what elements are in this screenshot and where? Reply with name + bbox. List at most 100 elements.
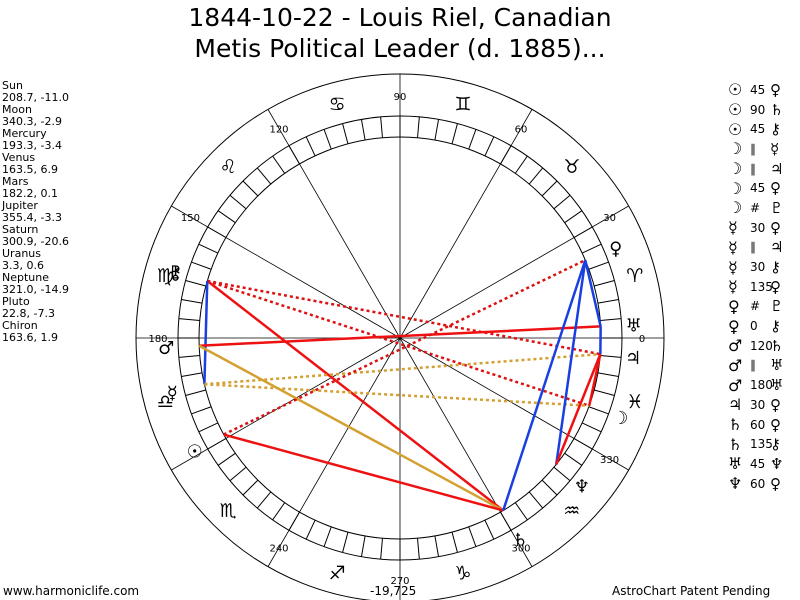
planet-glyph-icon: ♃ — [625, 348, 641, 369]
planet-position: 300.9, -20.6 — [2, 235, 69, 248]
aspect-line — [199, 325, 601, 347]
aspect-planet-2-glyph: ♀ — [770, 474, 781, 493]
aspect-line — [223, 258, 586, 436]
aspect-type: 135 — [750, 279, 773, 294]
degree-tick — [553, 194, 571, 210]
zodiac-sign-icon: ♉ — [563, 156, 580, 178]
degree-tick — [360, 535, 366, 557]
aspect-type: ∥ — [750, 141, 756, 156]
aspect-line — [198, 344, 504, 512]
planet-glyph-icon: ☿ — [167, 383, 178, 404]
degree-tick — [181, 372, 203, 378]
degree-tick — [484, 519, 495, 540]
aspect-planet-1-glyph: ☿ — [728, 257, 738, 277]
aspect-planet-1-glyph: ☿ — [728, 277, 738, 297]
aspect-planet-2-glyph: ♇ — [770, 198, 784, 217]
degree-tick — [588, 261, 609, 270]
degree-tick — [323, 129, 332, 150]
degree-label: 180 — [148, 334, 167, 345]
aspect-row: ☉ 45 ♀ — [728, 80, 783, 100]
degree-tick — [528, 491, 544, 509]
aspect-planet-2-glyph: ♆ — [770, 454, 784, 473]
degree-tick — [198, 422, 219, 433]
degree-tick — [434, 535, 440, 557]
degree-tick — [564, 452, 583, 466]
degree-label: 150 — [181, 213, 200, 224]
aspect-row: ☿ 30 ♀ — [728, 218, 783, 238]
wheel-spokes — [136, 74, 664, 600]
aspect-planet-2-glyph: ♀ — [770, 218, 781, 237]
aspect-planet-2-glyph: ♀ — [770, 80, 781, 99]
aspect-lines — [198, 258, 602, 512]
aspect-line — [554, 259, 587, 465]
aspect-planet-1-glyph: ☉ — [728, 80, 743, 100]
aspect-line — [203, 280, 209, 385]
aspect-list: ☉ 45 ♀ ☉ 90 ♄ ☉ 45 ⚷ ☽ ∥ ☿ ☽ ∥ ♃ ☽ 45 ♀ ☽ # ♇ ☿ 30 ♀ ☿ ∥ ♃ ☿ 30 ⚷ ☿ 135… — [728, 80, 783, 493]
planet-glyphs: ☉ ☽ ☿ ♀ ♂ ♃ ♄ ♅ ♆ ♇⚷ — [158, 238, 642, 550]
degree-tick — [178, 355, 200, 358]
aspect-planet-2-glyph: ♀ — [770, 415, 781, 434]
degree-tick — [380, 116, 383, 138]
aspect-planet-2-glyph: ♃ — [770, 238, 784, 257]
planet-position: 163.5, 6.9 — [2, 163, 58, 176]
aspect-row: ☽ ∥ ♃ — [728, 159, 783, 179]
planet-name: Jupiter — [2, 199, 38, 212]
aspect-type: 180 — [750, 378, 773, 393]
title-line-2: Metis Political Leader (d. 1885)... — [194, 34, 606, 63]
degree-tick — [178, 318, 200, 321]
zodiac-sign-icon: ♎ — [157, 391, 174, 413]
aspect-row: ☽ 45 ♀ — [728, 178, 783, 198]
degree-tick — [272, 502, 286, 521]
aspect-planet-1-glyph: ♀ — [728, 296, 740, 316]
degree-tick — [305, 519, 316, 540]
aspect-row: ☽ ∥ ☿ — [728, 139, 783, 159]
degree-tick — [553, 466, 571, 482]
aspect-planet-2-glyph: ⚷ — [770, 317, 781, 336]
aspect-row: ♀ # ♇ — [728, 297, 783, 317]
aspect-row: ♄ 60 ♀ — [728, 415, 783, 435]
aspect-row: ♂ 180 ♅ — [728, 375, 783, 395]
degree-tick — [342, 532, 349, 553]
degree-tick — [305, 136, 316, 157]
planet-position-list: Sun 208.7, -11.0 Moon 340.3, -2.9 Mercury 193… — [2, 80, 69, 344]
degree-labels: 0 30 60 90 120 150 180 240 270 300 330 — [148, 92, 645, 587]
degree-tick — [594, 280, 615, 287]
aspect-planet-2-glyph: ♀ — [770, 179, 781, 198]
aspect-planet-1-glyph: ♀ — [728, 316, 740, 336]
degree-tick — [242, 180, 259, 197]
planet-position: 321.0, -14.9 — [2, 283, 69, 296]
degree-tick — [600, 318, 622, 321]
degree-tick — [256, 167, 272, 185]
aspect-planet-2-glyph: ♅ — [770, 376, 784, 395]
aspect-type: ∥ — [750, 358, 756, 373]
aspect-planet-2-glyph: ♄ — [770, 100, 784, 119]
aspect-line — [588, 353, 602, 407]
aspect-type: 120 — [750, 338, 773, 353]
aspect-row: ♂ 120 ♄ — [728, 336, 783, 356]
aspect-line — [555, 353, 602, 465]
aspect-planet-2-glyph: ⚷ — [770, 120, 781, 139]
degree-tick — [191, 261, 212, 270]
degree-tick — [256, 491, 272, 509]
degree-tick — [597, 372, 619, 378]
aspect-line — [204, 382, 590, 408]
degree-tick — [342, 123, 349, 144]
house-spoke — [267, 337, 401, 567]
planet-name: Moon — [2, 103, 32, 116]
chart-title: 1844-10-22 - Louis Riel, Canadian Metis … — [0, 2, 800, 64]
degree-tick — [564, 210, 583, 224]
aspect-type: 45 — [750, 181, 766, 196]
degree-tick — [185, 280, 206, 287]
aspect-type: # — [750, 299, 761, 314]
planet-name: Neptune — [2, 271, 50, 284]
planet-glyph-icon: ♂ — [158, 338, 174, 359]
zodiac-sign-icon: ♈ — [626, 265, 643, 287]
planet-glyph-icon: ♅ — [626, 316, 642, 337]
aspect-line — [502, 259, 587, 511]
degree-label: 90 — [394, 92, 407, 103]
planet-position: 355.4, -3.3 — [2, 211, 62, 224]
title-line-1: 1844-10-22 - Louis Riel, Canadian — [188, 3, 612, 32]
degree-label: 120 — [269, 124, 288, 135]
degree-tick — [242, 479, 259, 496]
degree-tick — [597, 298, 619, 304]
